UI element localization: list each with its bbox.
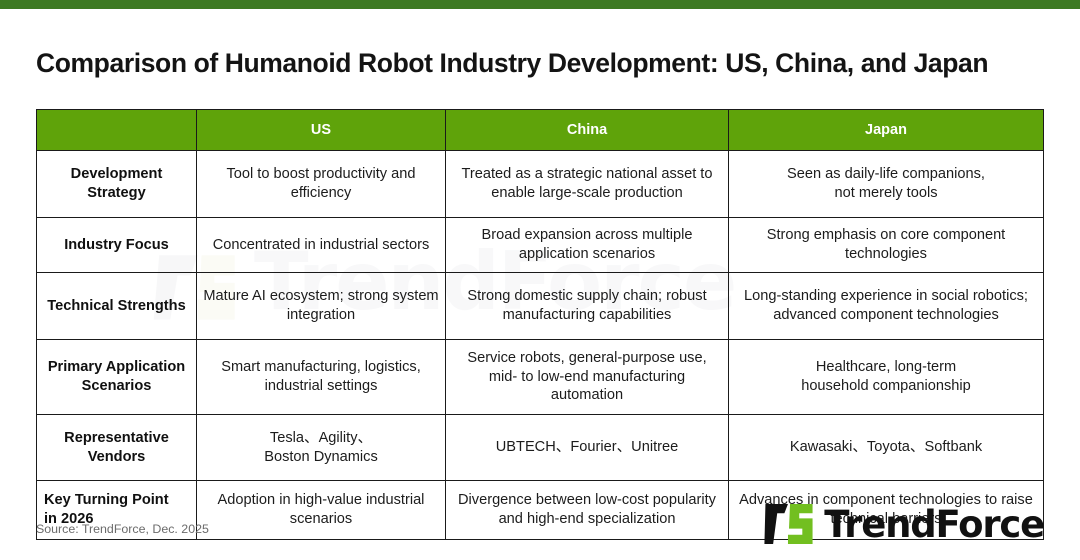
- table-row: Industry Focus Concentrated in industria…: [36, 217, 1044, 273]
- table-row: Representative Vendors Tesla、Agility、 Bos…: [36, 414, 1044, 481]
- cell-development-strategy-china: Treated as a strategic national asset to…: [445, 150, 729, 218]
- cell-industry-focus-us: Concentrated in industrial sectors: [196, 217, 446, 273]
- row-label-representative-vendors: Representative Vendors: [36, 414, 197, 481]
- header-cell-us: US: [196, 109, 446, 151]
- row-label-primary-application-scenarios: Primary Application Scenarios: [36, 339, 197, 415]
- row-label-line-1: Key Turning Point: [44, 492, 169, 509]
- cell-primary-application-japan: Healthcare, long-term household companion…: [728, 339, 1044, 415]
- table-header: US China Japan: [36, 109, 1044, 151]
- row-label-line-2: Scenarios: [81, 378, 152, 394]
- cell-primary-application-us: Smart manufacturing, logistics, industri…: [196, 339, 446, 415]
- trendforce-logo: TrendForce: [763, 500, 1045, 548]
- header-cell-japan: Japan: [728, 109, 1044, 151]
- table-row: Primary Application Scenarios Smart manu…: [36, 339, 1044, 415]
- comparison-table: US China Japan Development Strategy Tool…: [36, 109, 1044, 540]
- row-label-line-1: Primary Application: [47, 359, 186, 376]
- row-label-industry-focus: Industry Focus: [36, 217, 197, 273]
- row-label-line-2: in 2026: [44, 511, 94, 527]
- cell-key-turning-point-china: Divergence between low-cost popularity a…: [445, 480, 729, 540]
- cell-development-strategy-us: Tool to boost productivity and efficienc…: [196, 150, 446, 218]
- row-label-line-1: Representative: [64, 429, 169, 446]
- cell-industry-focus-china: Broad expansion across multiple applicat…: [445, 217, 729, 273]
- cell-industry-focus-japan: Strong emphasis on core component techno…: [728, 217, 1044, 273]
- cell-key-turning-point-us: Adoption in high-value industrial scenar…: [196, 480, 446, 540]
- row-label-line-2: Vendors: [87, 448, 146, 465]
- cell-vendors-china: UBTECH、Fourier、Unitree: [445, 414, 729, 481]
- table-row: Development Strategy Tool to boost produ…: [36, 150, 1044, 218]
- top-accent-bar: [0, 0, 1080, 9]
- table-body: Development Strategy Tool to boost produ…: [36, 150, 1044, 540]
- trendforce-logo-mark: [764, 504, 813, 544]
- source-note: Source: TrendForce, Dec. 2025: [36, 522, 209, 536]
- cell-primary-application-china: Service robots, general-purpose use, mid…: [445, 339, 729, 415]
- slide-body: TrendForce Comparison of Humanoid Robot …: [0, 9, 1080, 560]
- cell-vendors-japan: Kawasaki、Toyota、Softbank: [728, 414, 1044, 481]
- cell-development-strategy-japan: Seen as daily-life companions, not merely…: [728, 150, 1044, 218]
- header-cell-china: China: [445, 109, 729, 151]
- trendforce-logo-text: TrendForce: [824, 502, 1045, 546]
- row-label-development-strategy: Development Strategy: [36, 150, 197, 218]
- cell-technical-strengths-us: Mature AI ecosystem; strong system integ…: [196, 272, 446, 340]
- cell-technical-strengths-japan: Long-standing experience in social robot…: [728, 272, 1044, 340]
- row-label-line-1: Development: [70, 166, 163, 183]
- header-cell-blank: [36, 109, 197, 151]
- cell-vendors-us: Tesla、Agility、 Boston Dynamics: [196, 414, 446, 481]
- row-label-key-turning-point: Key Turning Point in 2026: [36, 480, 197, 540]
- page-title: Comparison of Humanoid Robot Industry De…: [36, 48, 989, 78]
- header-row: US China Japan: [36, 109, 1044, 151]
- row-label-line-2: Strategy: [87, 185, 146, 201]
- comparison-table-container: US China Japan Development Strategy Tool…: [36, 109, 1044, 540]
- cell-technical-strengths-china: Strong domestic supply chain; robust man…: [445, 272, 729, 340]
- row-label-technical-strengths: Technical Strengths: [36, 272, 197, 340]
- table-row: Technical Strengths Mature AI ecosystem;…: [36, 272, 1044, 340]
